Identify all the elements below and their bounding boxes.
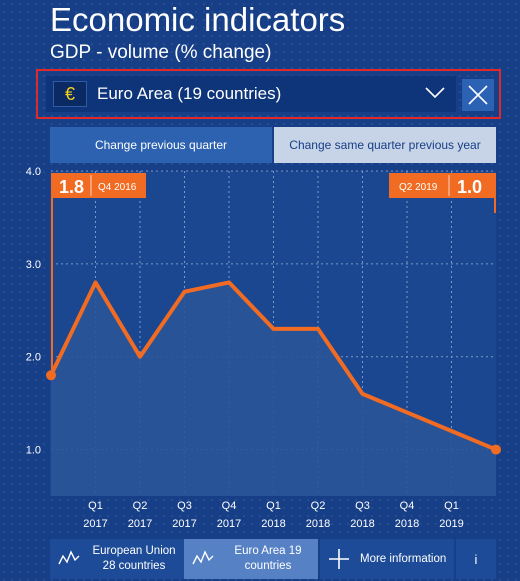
x-tick-quarter: Q3 [177, 500, 192, 512]
x-tick-year: 2017 [217, 518, 241, 530]
start-flag-period: Q4 2016 [98, 182, 137, 193]
end-flag-value: 1.0 [457, 177, 482, 197]
info-icon: i [474, 551, 478, 567]
chart-ticks: Q1 2017 Q2 2017 Q3 2017 Q4 2017 Q1 2018 Q2 2018 Q3 20… [83, 500, 463, 530]
x-tick-year: 2017 [83, 518, 107, 530]
euro-symbol: € [64, 83, 75, 104]
x-tick-year: 2017 [128, 518, 152, 530]
y-tick-label: 3.0 [26, 259, 41, 271]
x-tick-quarter: Q3 [355, 500, 370, 512]
x-tick-year: 2019 [439, 518, 463, 530]
page-subtitle: GDP - volume (% change) [50, 42, 272, 63]
start-flag-box [51, 173, 146, 198]
close-button[interactable] [462, 79, 494, 111]
line-chart-icon [188, 550, 218, 568]
euro-area-line1: Euro Area 19 [234, 545, 302, 557]
info-button[interactable]: i [456, 539, 496, 579]
tab-label: Change previous quarter [94, 138, 228, 152]
more-information-button[interactable]: More information [320, 539, 454, 579]
y-tick-label: 1.0 [26, 445, 41, 457]
euro-flag-icon: € [53, 81, 87, 107]
x-tick-quarter: Q1 [266, 500, 281, 512]
x-tick-quarter: Q4 [222, 500, 237, 512]
series-area [51, 282, 496, 496]
plus-icon [324, 548, 354, 570]
bottom-bar: European Union 28 countries Euro Area 19… [50, 539, 496, 579]
selector-highlight [36, 69, 501, 119]
chart-flags: 1.8 Q4 2016 Q2 2019 1.0 [51, 173, 496, 376]
x-tick-year: 2018 [395, 518, 419, 530]
gdp-line-chart: 4.0 3.0 2.0 1.0 Q1 2017 Q2 2017 Q3 2017 Q4 2017 Q1 2… [26, 166, 501, 530]
y-tick-label: 2.0 [26, 352, 41, 364]
more-information-label: More information [360, 552, 447, 565]
tab-change-previous-quarter[interactable]: Change previous quarter [50, 127, 272, 163]
start-flag-value: 1.8 [59, 177, 84, 197]
european-union-button[interactable]: European Union 28 countries [50, 539, 184, 579]
page-title: Economic indicators [50, 1, 346, 38]
end-flag-period: Q2 2019 [399, 182, 438, 193]
selected-country-label: Euro Area (19 countries) [97, 84, 282, 103]
y-tick-label: 4.0 [26, 166, 41, 178]
line-chart-icon [54, 550, 84, 568]
tab-change-same-quarter-previous-year[interactable]: Change same quarter previous year [274, 127, 496, 163]
chevron-down-icon[interactable] [424, 86, 446, 100]
european-union-label: European Union 28 countries [84, 544, 184, 574]
data-point [491, 444, 501, 455]
country-selector[interactable]: € Euro Area (19 countries) [46, 76, 456, 112]
x-tick-quarter: Q1 [88, 500, 103, 512]
x-tick-quarter: Q2 [311, 500, 326, 512]
x-tick-quarter: Q4 [400, 500, 415, 512]
euro-area-button[interactable]: Euro Area 19 countries [184, 539, 318, 579]
x-tick-quarter: Q1 [444, 500, 459, 512]
x-tick-year: 2017 [172, 518, 196, 530]
x-tick-year: 2018 [261, 518, 285, 530]
x-tick-quarter: Q2 [133, 500, 148, 512]
european-union-line2: 28 countries [102, 560, 166, 572]
european-union-line1: European Union [92, 545, 176, 557]
tab-label: Change same quarter previous year [289, 138, 481, 152]
x-tick-year: 2018 [350, 518, 374, 530]
series-line [49, 280, 497, 452]
x-tick-year: 2018 [306, 518, 330, 530]
euro-area-line2: countries [244, 560, 292, 572]
euro-area-label: Euro Area 19 countries [218, 544, 318, 574]
close-icon [468, 85, 488, 105]
end-flag-box [389, 173, 496, 198]
